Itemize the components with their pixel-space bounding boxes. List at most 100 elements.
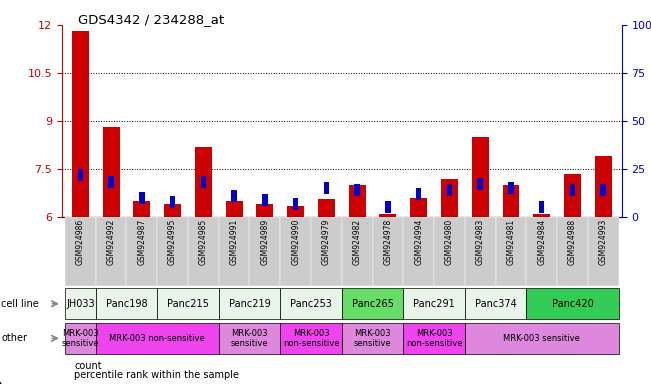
Bar [441, 179, 458, 217]
Text: count: count [74, 361, 102, 371]
Bar [126, 217, 157, 286]
Text: GSM924990: GSM924990 [291, 219, 300, 265]
Text: Panc374: Panc374 [475, 299, 516, 309]
Text: GSM924980: GSM924980 [445, 219, 454, 265]
Bar [226, 201, 243, 217]
Text: MRK-003 sensitive: MRK-003 sensitive [503, 334, 580, 343]
Text: GSM924982: GSM924982 [353, 219, 362, 265]
Bar [96, 323, 219, 354]
Bar [311, 217, 342, 286]
Bar [65, 288, 96, 319]
Bar [557, 217, 588, 286]
Text: GDS4342 / 234288_at: GDS4342 / 234288_at [78, 13, 224, 26]
Bar [170, 195, 175, 208]
Bar [349, 185, 366, 217]
Text: GSM924988: GSM924988 [568, 219, 577, 265]
Bar [103, 127, 120, 217]
Text: MRK-003
sensitive: MRK-003 sensitive [353, 329, 391, 348]
Bar [527, 217, 557, 286]
Bar [570, 184, 575, 196]
Text: Panc219: Panc219 [229, 299, 270, 309]
Bar [410, 198, 427, 217]
Bar [527, 288, 618, 319]
Bar [188, 217, 219, 286]
Text: Panc198: Panc198 [105, 299, 147, 309]
Text: Panc253: Panc253 [290, 299, 332, 309]
Text: other: other [1, 333, 27, 343]
Bar [495, 217, 527, 286]
Bar [164, 204, 181, 217]
Bar [380, 214, 396, 217]
Bar [280, 288, 342, 319]
Bar [157, 217, 188, 286]
Bar [262, 194, 268, 206]
Bar [77, 169, 83, 181]
Bar [477, 178, 483, 190]
Bar [472, 137, 489, 217]
Bar [404, 288, 465, 319]
Text: GSM924993: GSM924993 [599, 219, 608, 265]
Text: GSM924989: GSM924989 [260, 219, 270, 265]
Text: GSM924994: GSM924994 [414, 219, 423, 265]
Bar [354, 184, 360, 196]
Bar [342, 323, 404, 354]
Text: JH033: JH033 [66, 299, 94, 309]
Bar [564, 174, 581, 217]
Bar [465, 217, 495, 286]
Bar [465, 323, 618, 354]
Bar [280, 217, 311, 286]
Text: cell line: cell line [1, 299, 39, 309]
Bar [231, 190, 237, 202]
Bar [342, 217, 372, 286]
Bar [600, 184, 606, 196]
Text: GSM924987: GSM924987 [137, 219, 146, 265]
Bar [287, 206, 304, 217]
Text: GSM924984: GSM924984 [537, 219, 546, 265]
Bar [157, 288, 219, 319]
Bar [385, 201, 391, 214]
Text: MRK-003 non-sensitive: MRK-003 non-sensitive [109, 334, 205, 343]
Bar [133, 201, 150, 217]
Text: Panc215: Panc215 [167, 299, 209, 309]
Bar [219, 288, 280, 319]
Bar [96, 217, 126, 286]
Bar [219, 217, 249, 286]
Bar [219, 323, 280, 354]
Bar [65, 217, 96, 286]
Bar [280, 323, 342, 354]
Bar [72, 31, 89, 217]
Text: GSM924981: GSM924981 [506, 219, 516, 265]
Text: GSM924979: GSM924979 [322, 219, 331, 265]
Bar [539, 201, 544, 214]
Text: GSM924985: GSM924985 [199, 219, 208, 265]
Text: GSM924995: GSM924995 [168, 219, 177, 265]
Bar [404, 217, 434, 286]
Bar [434, 217, 465, 286]
Text: MRK-003
non-sensitive: MRK-003 non-sensitive [406, 329, 462, 348]
Text: MRK-003
sensitive: MRK-003 sensitive [61, 329, 99, 348]
Bar [503, 185, 519, 217]
Text: percentile rank within the sample: percentile rank within the sample [74, 370, 239, 380]
Bar [65, 323, 96, 354]
Bar [508, 182, 514, 194]
Bar [416, 188, 421, 200]
Bar [293, 197, 298, 210]
Bar [404, 323, 465, 354]
Bar [588, 217, 618, 286]
Text: Panc265: Panc265 [352, 299, 393, 309]
Bar [372, 217, 404, 286]
Bar [324, 182, 329, 194]
Bar [465, 288, 527, 319]
Text: GSM924983: GSM924983 [476, 219, 485, 265]
Text: Panc420: Panc420 [551, 299, 593, 309]
Text: Panc291: Panc291 [413, 299, 455, 309]
Bar [447, 184, 452, 196]
Text: GSM924986: GSM924986 [76, 219, 85, 265]
Bar [195, 147, 212, 217]
Text: GSM924978: GSM924978 [383, 219, 393, 265]
Bar [108, 176, 114, 189]
Bar [96, 288, 157, 319]
Bar [256, 204, 273, 217]
Bar [342, 288, 404, 319]
Bar [595, 156, 612, 217]
